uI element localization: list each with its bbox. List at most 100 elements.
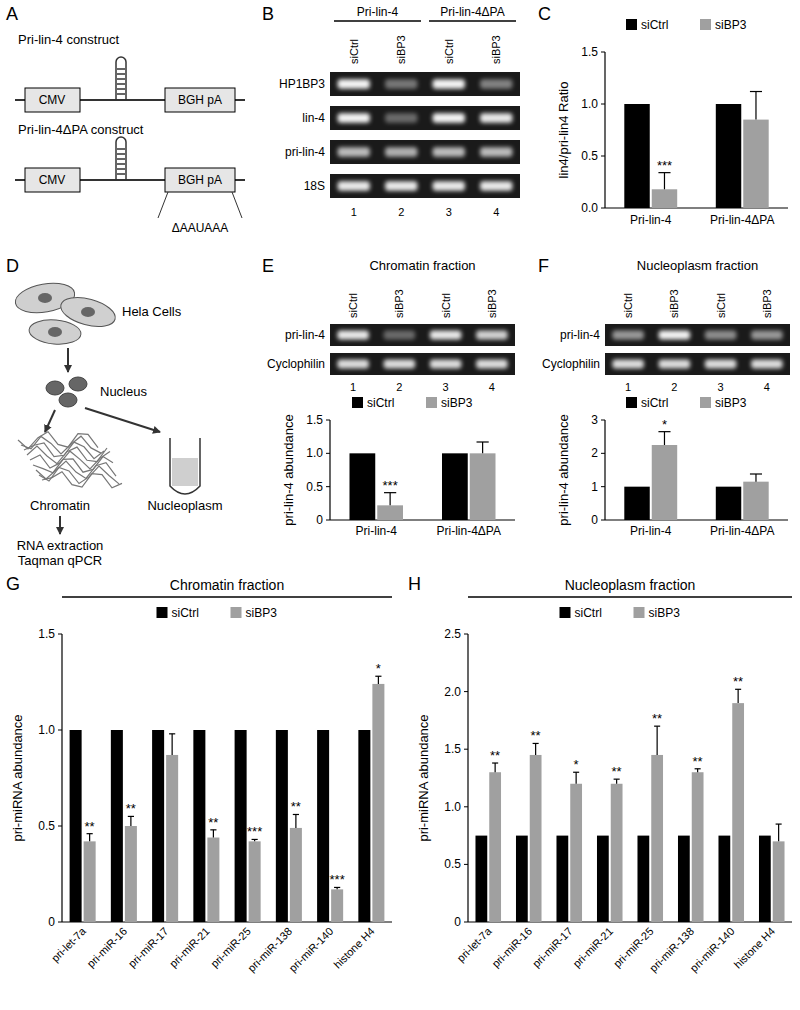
- group-label: Pri-lin-4ΔPA: [440, 5, 504, 19]
- bar: [70, 730, 82, 922]
- legend-swatch: [231, 607, 242, 618]
- gel-band: [705, 360, 736, 369]
- construct-title: Pri-lin-4 construct: [18, 32, 120, 47]
- gel-strip: [605, 324, 790, 346]
- bar: [489, 772, 501, 922]
- error-bar: [658, 432, 670, 445]
- panel-label: G: [6, 574, 20, 594]
- lane-number: 1: [625, 381, 631, 393]
- x-tick-label: histone H4: [331, 925, 377, 971]
- chart-title: Chromatin fraction: [170, 577, 284, 593]
- row-label: 18S: [304, 179, 325, 193]
- gel-band: [612, 360, 643, 369]
- hairpin-pair: [117, 93, 125, 95]
- x-tick-label: pri-miR-25: [208, 925, 253, 970]
- legend-label: siCtrl: [641, 396, 668, 410]
- legend-label: siCtrl: [367, 396, 394, 410]
- lane-number: 4: [493, 206, 499, 218]
- y-tick-label: 0.5: [581, 149, 598, 163]
- x-tick-label: Pri-lin-4ΔPA: [710, 213, 774, 227]
- gel-title: Chromatin fraction: [369, 258, 475, 273]
- gel-title: Nucleoplasm fraction: [637, 258, 758, 273]
- bar: [276, 730, 288, 922]
- nucleus: [69, 377, 87, 391]
- y-tick-label: 1.5: [38, 627, 55, 641]
- gel-band: [480, 147, 512, 157]
- error-stem: [664, 173, 665, 190]
- bar: [350, 453, 376, 520]
- x-tick-label: pri-let-7a: [454, 924, 494, 964]
- y-tick-label: 1.0: [306, 446, 323, 460]
- diagram-label: Hela Cells: [122, 304, 182, 319]
- arrow: [67, 348, 69, 372]
- error-bar: [128, 816, 134, 826]
- gel-band: [659, 360, 690, 369]
- hairpin-strand: [115, 62, 117, 100]
- y-tick-label: 1: [591, 480, 598, 494]
- error-bar: [573, 772, 579, 784]
- legend: siCtrlsiBP3: [352, 396, 473, 410]
- promoter-box: [25, 88, 80, 112]
- hairpin-pair: [117, 163, 125, 165]
- plot-marks: [70, 676, 385, 922]
- hairpin-pair: [117, 168, 125, 170]
- bar: [624, 487, 649, 520]
- error-bar: [533, 743, 539, 755]
- legend: siCtrlsiBP3: [626, 18, 747, 32]
- error-bar: [375, 676, 381, 684]
- gel-strip: [330, 353, 515, 375]
- error-cap: [776, 823, 782, 824]
- plot-marks: [475, 689, 784, 922]
- bar: [716, 104, 741, 208]
- lane-label: siCtrl: [440, 293, 452, 318]
- chromatin-fiber: [42, 472, 122, 488]
- error-bar: [658, 173, 670, 190]
- lane-label: siBP3: [761, 289, 773, 318]
- row-label: HP1BP3: [279, 77, 325, 91]
- gel-band: [612, 331, 643, 340]
- legend: siCtrlsiBP3: [560, 606, 681, 620]
- bar: [718, 836, 730, 922]
- significance: **: [612, 764, 622, 779]
- bar: [692, 772, 704, 922]
- hairpin-strand: [125, 142, 127, 180]
- gel-band: [337, 331, 368, 340]
- legend-label: siBP3: [715, 18, 747, 32]
- bar: [290, 828, 302, 922]
- hairpin-pair: [117, 173, 125, 175]
- error-cap: [750, 91, 762, 92]
- deletion-label: ΔAAUAAA: [172, 221, 229, 235]
- y-tick-label: 0.0: [581, 201, 598, 215]
- bar: [732, 703, 744, 922]
- gel-band: [433, 181, 465, 191]
- lane-number: 1: [351, 206, 357, 218]
- y-axis-label: pri-miRNA abundance: [416, 714, 431, 841]
- gel-band: [433, 113, 465, 123]
- error-stem: [535, 743, 536, 755]
- error-cap: [750, 473, 762, 474]
- error-stem: [664, 432, 665, 445]
- hairpin-pair: [117, 73, 125, 75]
- gel-band: [384, 331, 415, 340]
- bar: [125, 826, 137, 922]
- gel-band: [433, 79, 465, 89]
- arrow: [59, 516, 61, 534]
- lane-number: 3: [718, 381, 724, 393]
- group-label: Pri-lin-4: [357, 5, 399, 19]
- significance: *: [574, 757, 579, 772]
- error-stem: [295, 814, 296, 827]
- panel-label: E: [262, 256, 274, 276]
- group-line: [334, 20, 421, 22]
- bar: [111, 730, 123, 922]
- bar: [597, 836, 609, 922]
- error-bar: [492, 763, 498, 772]
- panel-label: C: [538, 4, 551, 24]
- y-axis: [467, 634, 468, 922]
- row-label: Cyclophilin: [542, 357, 600, 371]
- bar: [652, 445, 677, 520]
- hairpin-pair: [117, 88, 125, 90]
- legend-swatch: [634, 607, 645, 618]
- legend-label: siCtrl: [172, 606, 199, 620]
- error-stem: [657, 726, 658, 755]
- y-axis: [604, 52, 605, 208]
